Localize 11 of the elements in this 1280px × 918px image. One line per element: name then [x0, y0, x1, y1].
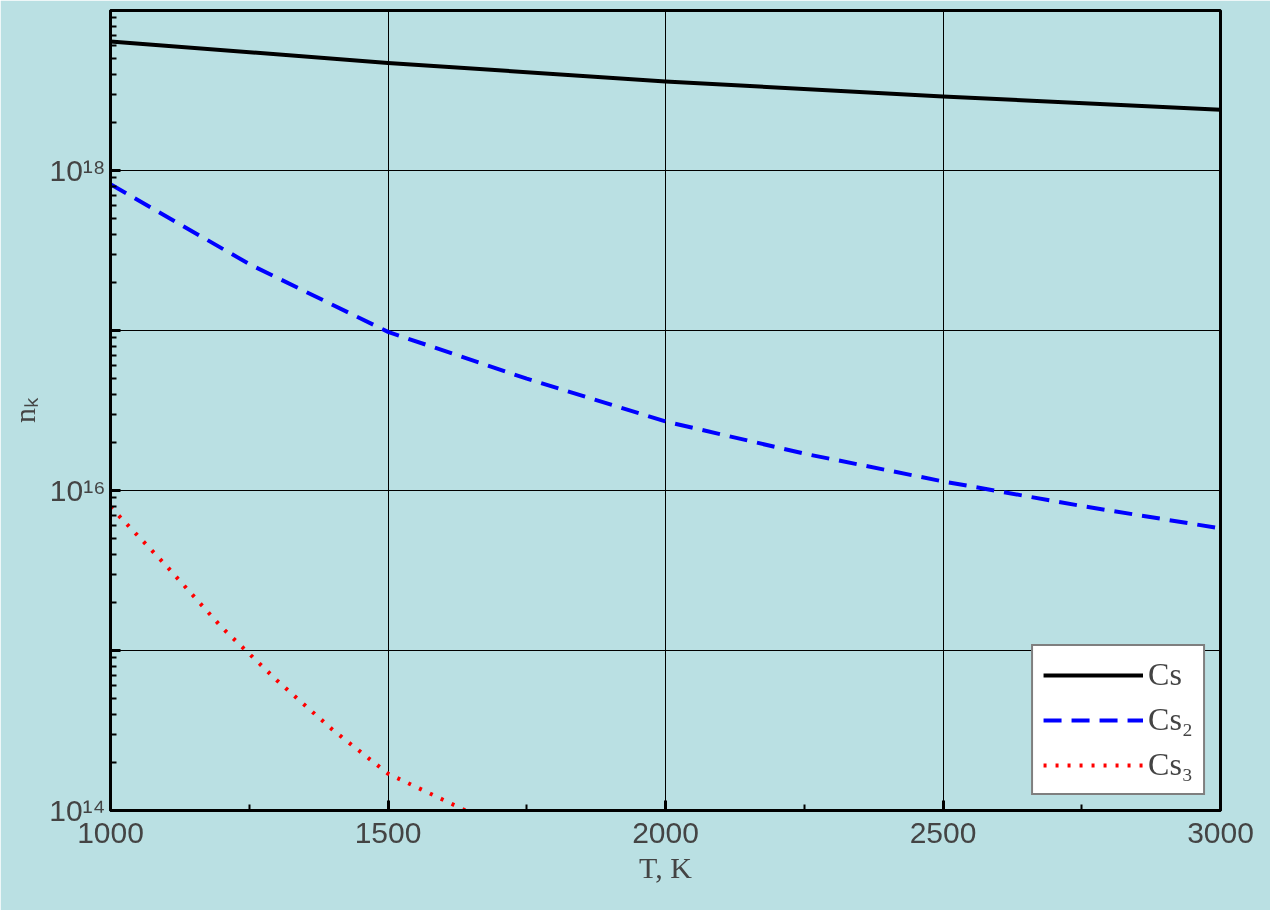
y-tick-label: 10¹⁸ — [49, 154, 106, 187]
x-axis-title: T, K — [639, 850, 693, 884]
legend-label: Cs₂ — [1148, 701, 1193, 738]
x-tick-label: 2000 — [632, 815, 699, 849]
y-tick-label: 10¹⁶ — [49, 474, 106, 507]
legend-label: Cs — [1148, 656, 1182, 693]
y-axis-title: nₖ — [8, 397, 42, 423]
x-tick-label: 1500 — [354, 815, 422, 849]
x-tick-label: 2500 — [909, 815, 977, 849]
x-tick-label: 3000 — [1187, 815, 1254, 849]
legend-label: Cs₃ — [1148, 746, 1193, 783]
